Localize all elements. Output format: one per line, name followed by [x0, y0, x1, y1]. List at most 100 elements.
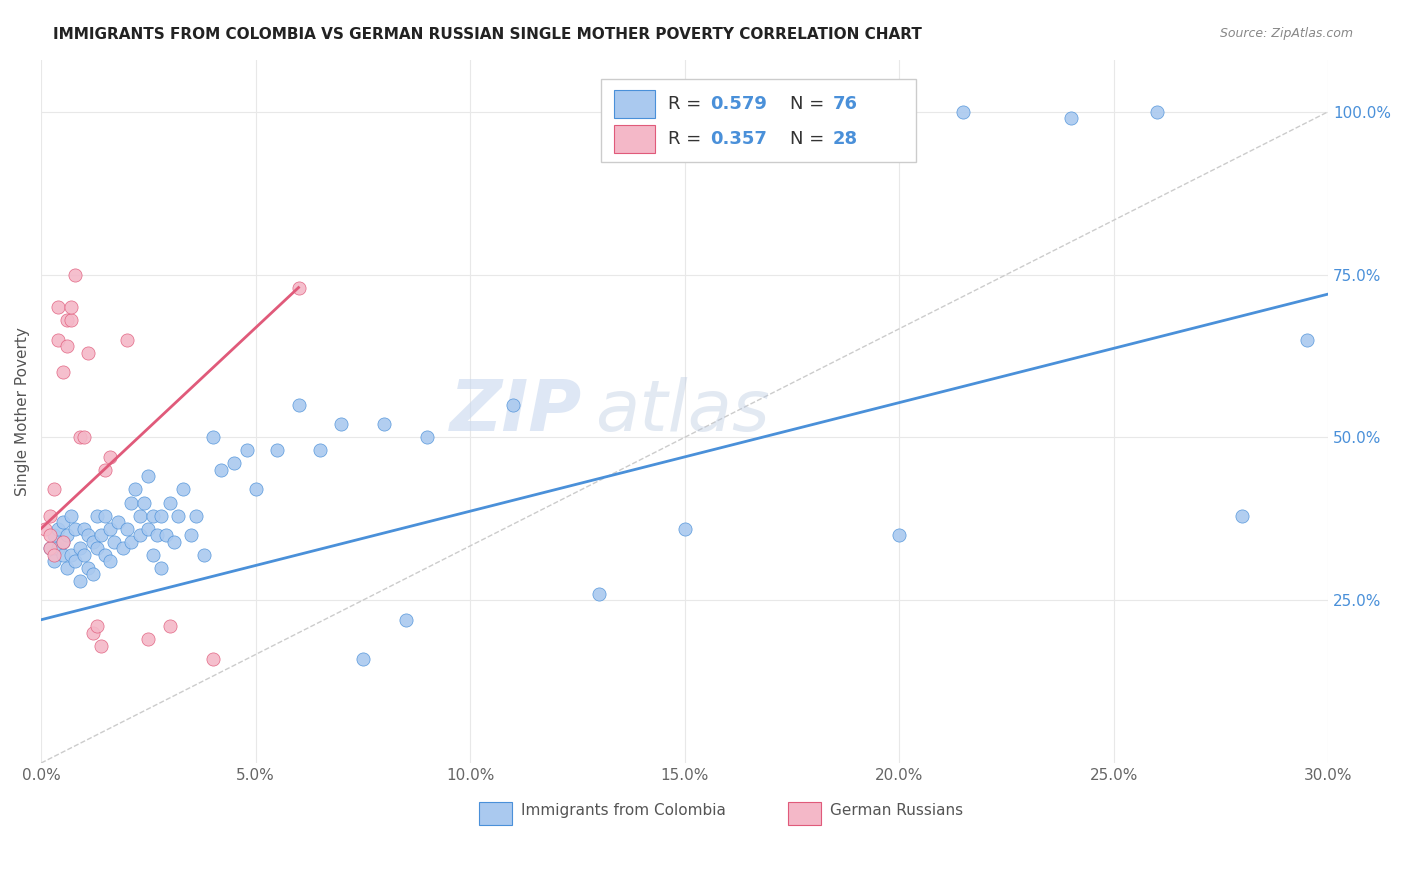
Point: [77, 560, 100, 574]
Point: [38, 541, 60, 555]
Point: [69, 541, 91, 555]
Point: [73, 430, 96, 444]
Point: [38, 528, 60, 542]
Point: [65, 554, 87, 568]
Point: [77, 528, 100, 542]
Point: [69, 430, 91, 444]
Point: [132, 495, 155, 509]
Point: [69, 574, 91, 588]
Text: Source: ZipAtlas.com: Source: ZipAtlas.com: [1219, 27, 1353, 40]
FancyBboxPatch shape: [787, 803, 821, 825]
FancyBboxPatch shape: [478, 803, 512, 825]
Point: [56, 560, 79, 574]
Point: [42, 554, 65, 568]
Point: [309, 443, 332, 458]
Point: [120, 534, 142, 549]
Point: [60, 548, 83, 562]
Point: [193, 548, 215, 562]
Point: [159, 495, 181, 509]
Point: [46, 333, 69, 347]
Point: [94, 548, 117, 562]
Point: [56, 339, 79, 353]
Point: [94, 508, 117, 523]
Point: [90, 528, 112, 542]
Point: [46, 522, 69, 536]
Point: [98, 522, 121, 536]
Point: [236, 443, 259, 458]
Text: atlas: atlas: [595, 376, 769, 446]
Point: [77, 345, 100, 359]
Point: [1232, 508, 1254, 523]
Point: [502, 398, 524, 412]
Point: [138, 522, 160, 536]
Point: [46, 541, 69, 555]
Y-axis label: Single Mother Poverty: Single Mother Poverty: [15, 326, 30, 496]
Point: [330, 417, 353, 432]
FancyBboxPatch shape: [614, 90, 655, 118]
Point: [163, 534, 186, 549]
Point: [65, 522, 87, 536]
Text: Immigrants from Colombia: Immigrants from Colombia: [522, 804, 725, 818]
Point: [51, 534, 73, 549]
Point: [38, 508, 60, 523]
Point: [887, 528, 910, 542]
Point: [952, 104, 974, 119]
Point: [34, 522, 56, 536]
Point: [588, 587, 610, 601]
Point: [180, 528, 202, 542]
Point: [184, 508, 207, 523]
Point: [86, 508, 108, 523]
Point: [155, 528, 177, 542]
Point: [1060, 112, 1083, 126]
Point: [416, 430, 439, 444]
Point: [82, 625, 104, 640]
Text: N =: N =: [790, 130, 830, 148]
Point: [42, 528, 65, 542]
Point: [150, 508, 173, 523]
Point: [94, 463, 117, 477]
Point: [73, 522, 96, 536]
Point: [172, 483, 194, 497]
Point: [115, 522, 138, 536]
Point: [245, 483, 267, 497]
Point: [150, 560, 173, 574]
Point: [1146, 104, 1168, 119]
Point: [120, 495, 142, 509]
Text: 28: 28: [832, 130, 858, 148]
Point: [1295, 333, 1317, 347]
Point: [138, 469, 160, 483]
Point: [60, 313, 83, 327]
Point: [51, 515, 73, 529]
Point: [266, 443, 288, 458]
Point: [98, 554, 121, 568]
Point: [46, 300, 69, 314]
Point: [673, 522, 696, 536]
Point: [142, 508, 165, 523]
Point: [128, 528, 150, 542]
Point: [98, 450, 121, 464]
FancyBboxPatch shape: [614, 125, 655, 153]
Point: [107, 515, 129, 529]
Point: [82, 534, 104, 549]
Point: [60, 508, 83, 523]
Point: [146, 528, 169, 542]
Point: [115, 333, 138, 347]
Point: [103, 534, 125, 549]
Point: [287, 398, 309, 412]
Text: 76: 76: [832, 95, 858, 113]
Point: [159, 619, 181, 633]
Point: [51, 548, 73, 562]
Point: [201, 652, 224, 666]
Text: 0.357: 0.357: [710, 130, 768, 148]
FancyBboxPatch shape: [600, 78, 917, 161]
Text: R =: R =: [668, 130, 707, 148]
Point: [209, 463, 232, 477]
Point: [138, 632, 160, 647]
Point: [167, 508, 190, 523]
Point: [38, 541, 60, 555]
Text: German Russians: German Russians: [830, 804, 963, 818]
Text: IMMIGRANTS FROM COLOMBIA VS GERMAN RUSSIAN SINGLE MOTHER POVERTY CORRELATION CHA: IMMIGRANTS FROM COLOMBIA VS GERMAN RUSSI…: [53, 27, 922, 42]
Point: [56, 313, 79, 327]
Point: [201, 430, 224, 444]
Point: [90, 639, 112, 653]
